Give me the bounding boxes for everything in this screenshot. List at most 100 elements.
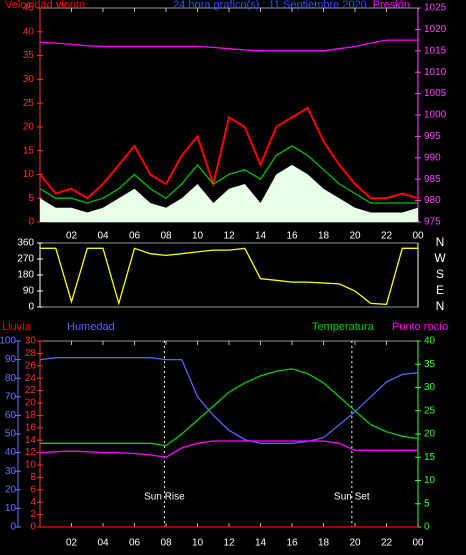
y-tick-label: 180: [17, 270, 34, 281]
y-tick-label: 10: [25, 460, 37, 471]
x-tick-label: 16: [286, 538, 298, 549]
annotation-label: Sun Set: [334, 492, 370, 503]
x-tick-label: 04: [97, 538, 109, 549]
y-tick-label: 30: [424, 382, 436, 393]
legend-entry: Velocidad viento: [5, 0, 85, 11]
y-tick-label: 20: [424, 429, 436, 440]
y-tick-label: 0: [28, 302, 34, 313]
y-tick-label: 2: [30, 509, 36, 520]
y-tick-label: 80: [5, 373, 17, 384]
x-tick-label: 06: [129, 538, 141, 549]
y-tick-label: 16: [25, 422, 37, 433]
x-tick-label: 16: [286, 231, 298, 242]
legend-entry: Presión: [373, 0, 410, 11]
y-tick-label: 40: [23, 26, 35, 37]
y-tick-label: 20: [25, 398, 37, 409]
legend-entry: Humedad: [67, 321, 115, 333]
y-tick-label: 980: [424, 195, 441, 206]
y-tick-label: 30: [5, 466, 17, 477]
x-tick-label: 10: [192, 231, 204, 242]
x-tick-label: 04: [97, 231, 109, 242]
line: [39, 106, 419, 200]
chart-title: 24 hora grafico(s) : 11 Septiembre 2020: [173, 0, 367, 11]
line: [40, 368, 419, 447]
annotation-label: Sun Rise: [144, 492, 185, 503]
y-tick-label: 26: [25, 360, 37, 371]
y-tick-label: N: [436, 235, 445, 249]
x-tick-label: 10: [192, 538, 204, 549]
y-tick-label: 100: [0, 336, 16, 347]
y-tick-label: 28: [25, 348, 37, 359]
x-tick-label: 18: [318, 538, 330, 549]
y-tick-label: 12: [25, 447, 37, 458]
y-tick-label: 1000: [424, 110, 447, 121]
y-tick-label: 975: [424, 217, 441, 228]
y-tick-label: N: [436, 299, 445, 313]
y-tick-label: 50: [5, 429, 17, 440]
y-tick-label: 995: [424, 131, 441, 142]
y-tick-label: 990: [424, 152, 441, 163]
line: [40, 247, 418, 306]
y-tick-label: 0: [30, 522, 36, 533]
y-tick-label: 24: [25, 373, 37, 384]
y-tick-label: 10: [424, 475, 436, 486]
x-tick-label: 14: [255, 231, 267, 242]
x-tick-label: 06: [129, 231, 141, 242]
line: [39, 39, 418, 52]
line: [39, 440, 418, 458]
y-tick-label: 25: [23, 98, 35, 109]
y-tick-label: 270: [17, 254, 34, 265]
line: [39, 145, 418, 204]
y-tick-label: W: [434, 251, 446, 265]
y-tick-label: 18: [25, 410, 37, 421]
x-tick-label: 22: [381, 231, 393, 242]
y-tick-label: 4: [30, 497, 36, 508]
y-tick-label: 45: [23, 3, 35, 14]
legend-entry: Lluvia: [2, 321, 32, 333]
y-tick-label: 1010: [424, 67, 447, 78]
y-tick-label: 0: [424, 522, 430, 533]
x-tick-label: 18: [318, 231, 330, 242]
y-tick-label: 1025: [424, 3, 447, 14]
y-tick-label: 1005: [424, 88, 447, 99]
y-tick-label: 22: [25, 385, 37, 396]
x-tick-label: 00: [412, 538, 424, 549]
y-tick-label: S: [436, 267, 444, 281]
y-tick-label: 20: [23, 122, 35, 133]
y-tick-label: 15: [424, 452, 436, 463]
x-tick-label: 14: [255, 538, 267, 549]
x-tick-label: 02: [66, 231, 78, 242]
y-tick-label: 0: [10, 522, 16, 533]
x-tick-label: 22: [381, 538, 393, 549]
y-tick-label: 360: [17, 238, 34, 249]
y-tick-label: 90: [23, 286, 35, 297]
line: [39, 357, 419, 444]
y-tick-label: 6: [30, 484, 36, 495]
y-tick-label: 35: [424, 359, 436, 370]
x-tick-label: 12: [223, 231, 235, 242]
y-tick-label: 1015: [424, 45, 447, 56]
y-tick-label: 8: [30, 472, 36, 483]
y-tick-label: 5: [424, 498, 430, 509]
y-tick-label: 25: [424, 405, 436, 416]
x-tick-label: 20: [349, 231, 361, 242]
x-tick-label: 12: [223, 538, 235, 549]
y-tick-label: 30: [23, 74, 35, 85]
area: [40, 164, 418, 222]
x-tick-label: 08: [160, 538, 172, 549]
x-tick-label: 02: [66, 538, 78, 549]
y-tick-label: 14: [25, 435, 37, 446]
y-tick-label: 30: [25, 336, 37, 347]
y-tick-label: 40: [424, 336, 436, 347]
y-tick-label: 10: [5, 503, 17, 514]
y-tick-label: 0: [28, 217, 34, 228]
y-tick-label: 20: [5, 484, 17, 495]
y-tick-label: 10: [23, 169, 35, 180]
x-tick-label: 08: [160, 231, 172, 242]
y-tick-label: 15: [23, 145, 35, 156]
x-tick-label: 20: [349, 538, 361, 549]
y-tick-label: 40: [5, 447, 17, 458]
y-tick-label: 985: [424, 174, 441, 185]
y-tick-label: 5: [28, 193, 34, 204]
